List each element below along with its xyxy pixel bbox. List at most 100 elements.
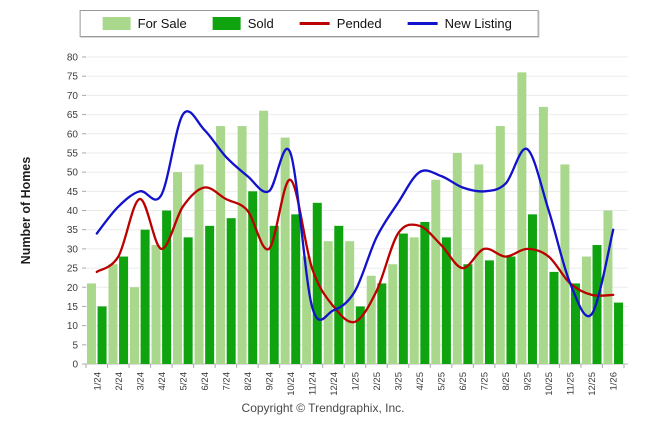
x-tick-label: 12/25 — [587, 372, 598, 396]
bar-for-sale — [581, 256, 591, 364]
bar-for-sale — [216, 126, 226, 364]
bar-sold — [614, 302, 624, 364]
bar-for-sale — [323, 241, 333, 364]
bar-sold — [183, 237, 193, 364]
y-tick-label: 45 — [67, 187, 79, 198]
bar-for-sale — [345, 241, 355, 364]
bar-for-sale — [366, 275, 376, 364]
bar-for-sale — [474, 164, 484, 364]
bar-sold — [377, 283, 387, 364]
bar-sold — [162, 210, 172, 364]
x-tick-label: 5/25 — [437, 372, 448, 391]
bar-sold — [398, 233, 408, 364]
bar-for-sale — [388, 264, 398, 364]
y-tick-label: 25 — [67, 264, 79, 275]
bar-for-sale — [409, 237, 419, 364]
bar-for-sale — [538, 106, 548, 364]
x-tick-label: 8/25 — [501, 372, 512, 391]
legend-item-for-sale: For Sale — [102, 16, 187, 31]
x-tick-label: 7/24 — [221, 372, 232, 391]
legend-label: Pended — [336, 16, 382, 31]
bar-for-sale — [130, 287, 139, 364]
bar-for-sale — [517, 72, 527, 364]
bar-sold — [549, 271, 559, 364]
bar-sold — [97, 306, 107, 364]
y-tick-label: 75 — [67, 72, 79, 83]
x-tick-label: 12/24 — [329, 372, 340, 396]
bar-sold — [205, 225, 215, 364]
x-tick-label: 1/25 — [351, 372, 362, 391]
bar-sold — [527, 214, 537, 364]
y-tick-label: 80 — [67, 53, 79, 64]
legend-label: For Sale — [137, 16, 187, 31]
bar-sold — [420, 222, 430, 364]
x-tick-label: 9/25 — [523, 372, 534, 391]
bar-for-sale — [603, 210, 613, 364]
y-tick-label: 70 — [67, 91, 79, 102]
bar-for-sale — [280, 137, 290, 364]
y-tick-label: 55 — [67, 148, 79, 159]
y-tick-label: 50 — [67, 168, 79, 179]
bar-for-sale — [452, 152, 462, 364]
bar-sold — [140, 229, 150, 364]
legend-item-new-listing: New Listing — [407, 16, 512, 31]
bar-sold — [355, 306, 365, 364]
y-tick-label: 60 — [67, 129, 79, 140]
bar-for-sale — [86, 283, 96, 364]
legend-label: Sold — [247, 16, 274, 31]
bar-for-sale — [302, 256, 312, 364]
x-tick-label: 6/24 — [200, 372, 211, 391]
swatch-0 — [102, 17, 131, 30]
y-tick-label: 5 — [72, 340, 78, 351]
x-tick-label: 6/25 — [458, 372, 469, 391]
bar-sold — [506, 256, 516, 364]
bar-sold — [291, 214, 301, 364]
bar-for-sale — [495, 126, 505, 364]
bar-sold — [484, 260, 494, 364]
legend-item-sold: Sold — [212, 16, 274, 31]
x-tick-label: 4/24 — [157, 372, 168, 391]
x-tick-label: 10/25 — [544, 372, 555, 396]
pended-line — [95, 178, 615, 324]
legend-item-pended: Pended — [299, 16, 382, 31]
y-axis-title: Number of Homes — [19, 157, 33, 265]
bar-sold — [592, 245, 602, 364]
x-tick-label: 8/24 — [243, 372, 254, 391]
copyright-text: Copyright © Trendgraphix, Inc. — [241, 401, 405, 415]
y-tick-label: 40 — [67, 206, 79, 217]
x-tick-label: 11/24 — [307, 372, 318, 395]
bar-for-sale — [259, 110, 269, 364]
bar-for-sale — [108, 264, 118, 364]
chart-legend: For Sale Sold Pended New Listing — [79, 10, 539, 37]
new-listing-line — [95, 110, 615, 322]
y-tick-label: 35 — [67, 225, 79, 236]
line-swatch-2 — [299, 22, 330, 25]
bar-sold — [226, 218, 236, 364]
swatch-1 — [212, 17, 241, 30]
bar-for-sale — [194, 164, 204, 364]
bar-sold — [334, 225, 344, 364]
bar-sold — [119, 256, 129, 364]
x-tick-label: 10/24 — [286, 372, 297, 396]
x-tick-label: 2/25 — [372, 372, 383, 391]
x-tick-label: 4/25 — [415, 372, 426, 391]
y-tick-label: 65 — [67, 110, 79, 121]
y-tick-label: 10 — [67, 321, 79, 332]
bar-sold — [269, 225, 279, 364]
x-tick-label: 1/26 — [609, 372, 620, 391]
bar-sold — [463, 264, 473, 364]
x-tick-label: 2/24 — [114, 372, 125, 391]
y-tick-label: 15 — [67, 302, 79, 313]
x-tick-label: 5/24 — [178, 372, 189, 391]
x-tick-label: 9/24 — [264, 372, 275, 391]
legend-label: New Listing — [444, 16, 512, 31]
bar-sold — [441, 237, 451, 364]
x-tick-label: 3/24 — [135, 372, 146, 391]
line-swatch-3 — [407, 22, 438, 25]
y-tick-label: 20 — [67, 283, 79, 294]
x-tick-label: 3/25 — [394, 372, 405, 391]
y-tick-label: 30 — [67, 244, 79, 255]
x-tick-label: 7/25 — [480, 372, 491, 391]
